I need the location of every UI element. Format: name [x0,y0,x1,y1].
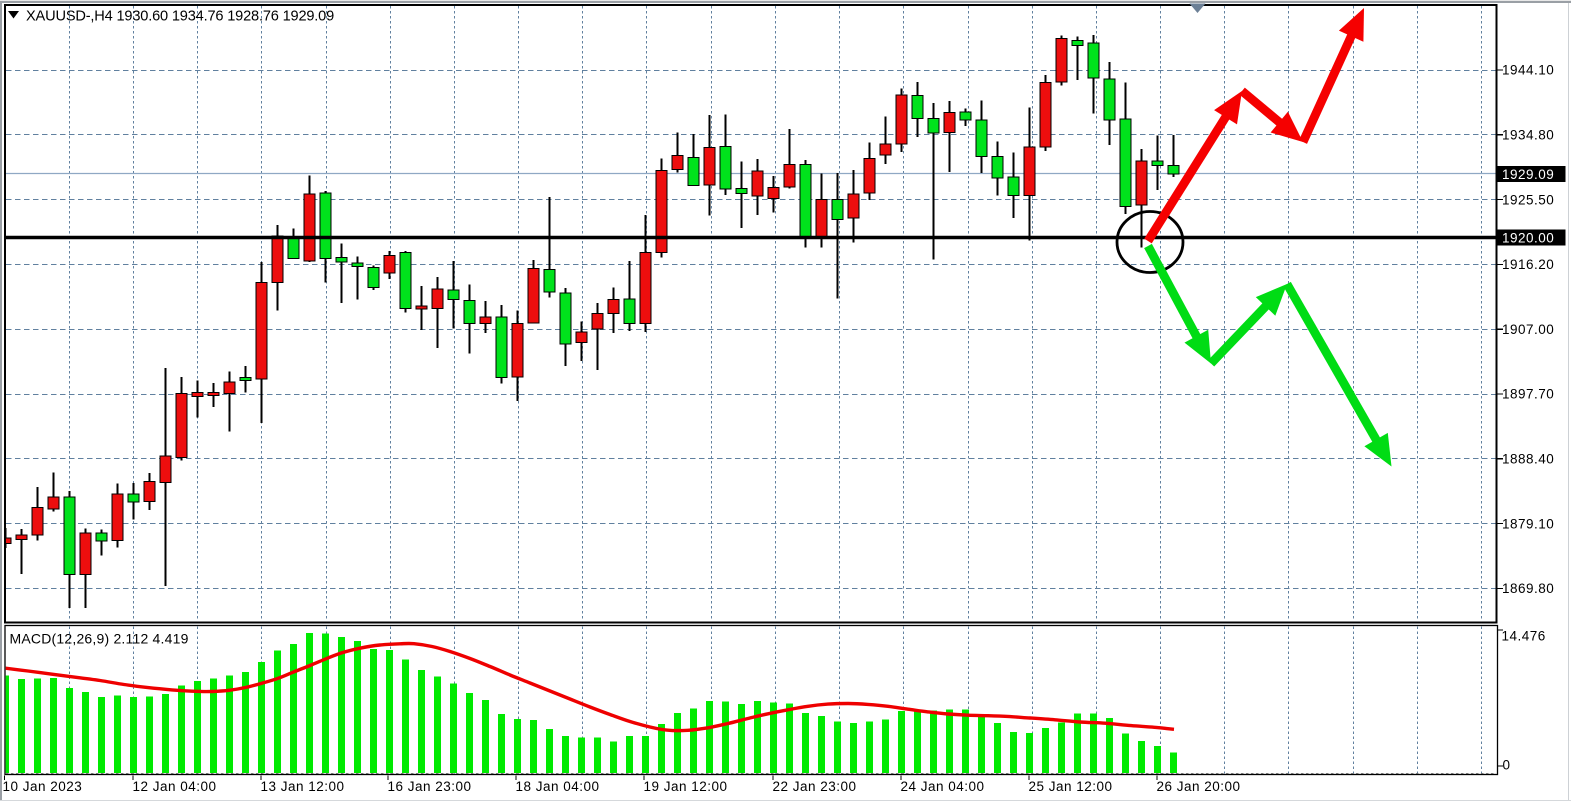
svg-text:1934.80: 1934.80 [1502,128,1554,143]
svg-text:24 Jan 04:00: 24 Jan 04:00 [901,779,985,794]
svg-text:1888.40: 1888.40 [1502,452,1554,467]
svg-text:1916.20: 1916.20 [1502,257,1554,272]
svg-text:14.476: 14.476 [1502,629,1546,644]
svg-text:16 Jan 23:00: 16 Jan 23:00 [388,779,472,794]
svg-text:1929.09: 1929.09 [1502,167,1554,182]
svg-text:22 Jan 23:00: 22 Jan 23:00 [773,779,857,794]
svg-text:1879.10: 1879.10 [1502,516,1554,531]
svg-text:1907.00: 1907.00 [1502,322,1554,337]
svg-text:0: 0 [1503,758,1511,773]
svg-text:MACD(12,26,9) 2.112 4.419: MACD(12,26,9) 2.112 4.419 [10,630,189,646]
svg-text:13 Jan 12:00: 13 Jan 12:00 [261,779,345,794]
svg-text:10 Jan 2023: 10 Jan 2023 [3,779,83,794]
svg-text:12 Jan 04:00: 12 Jan 04:00 [133,779,217,794]
svg-text:18 Jan 04:00: 18 Jan 04:00 [516,779,600,794]
svg-text:1897.70: 1897.70 [1502,387,1554,402]
svg-text:1925.50: 1925.50 [1502,192,1554,207]
svg-text:1944.10: 1944.10 [1502,63,1554,78]
svg-text:19 Jan 12:00: 19 Jan 12:00 [644,779,728,794]
svg-text:XAUUSD-,H4 1930.60 1934.76 192: XAUUSD-,H4 1930.60 1934.76 1928.76 1929.… [26,9,334,25]
svg-text:1869.80: 1869.80 [1502,581,1554,596]
svg-text:25 Jan 12:00: 25 Jan 12:00 [1029,779,1113,794]
svg-text:1920.00: 1920.00 [1502,230,1554,245]
svg-text:26 Jan 20:00: 26 Jan 20:00 [1157,779,1241,794]
